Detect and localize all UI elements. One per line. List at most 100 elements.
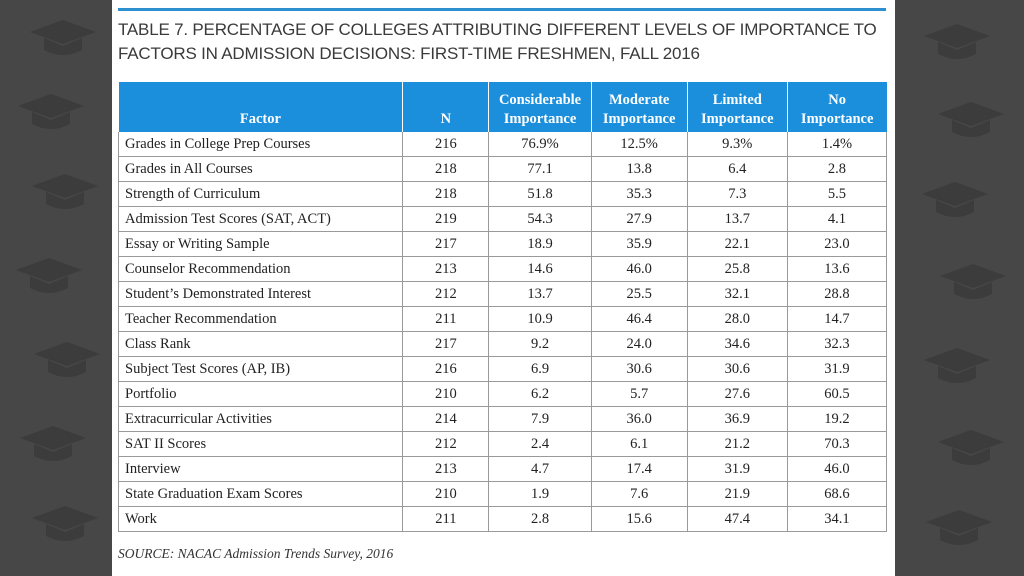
table-row: Class Rank 217 9.2 24.0 34.6 32.3	[117, 331, 888, 357]
table-row: Interview 213 4.7 17.4 31.9 46.0	[117, 456, 888, 482]
factor-cell: Interview	[117, 456, 404, 482]
no-importance-cell: 1.4%	[786, 132, 888, 157]
limited-cell: 7.3	[686, 181, 788, 207]
considerable-cell: 14.6	[488, 256, 592, 282]
considerable-cell: 76.9%	[488, 132, 592, 157]
limited-cell: 9.3%	[686, 132, 788, 157]
limited-cell: 28.0	[686, 306, 788, 332]
table-row: Teacher Recommendation 211 10.9 46.4 28.0 14.…	[117, 306, 888, 332]
factor-cell: Grades in College Prep Courses	[117, 132, 404, 157]
graduation-cap-icon	[30, 172, 100, 212]
table-row: Work 211 2.8 15.6 47.4 34.1	[117, 506, 888, 532]
no-importance-cell: 28.8	[786, 281, 888, 307]
moderate-cell: 12.5%	[590, 132, 688, 157]
limited-cell: 32.1	[686, 281, 788, 307]
table-row: SAT II Scores 212 2.4 6.1 21.2 70.3	[117, 431, 888, 457]
header-moderate: Moderate Importance	[590, 82, 688, 132]
graduation-cap-icon	[924, 508, 994, 548]
graduation-cap-icon	[30, 504, 100, 544]
title-rule	[118, 8, 886, 11]
limited-cell: 31.9	[686, 456, 788, 482]
no-importance-cell: 14.7	[786, 306, 888, 332]
graduation-cap-icon	[28, 18, 98, 58]
limited-cell: 47.4	[686, 506, 788, 532]
considerable-cell: 6.9	[488, 356, 592, 382]
factor-cell: SAT II Scores	[117, 431, 404, 457]
factor-cell: Subject Test Scores (AP, IB)	[117, 356, 404, 382]
graduation-cap-icon	[936, 100, 1006, 140]
factor-cell: Teacher Recommendation	[117, 306, 404, 332]
table-row: Grades in All Courses 218 77.1 13.8 6.4 2.8	[117, 156, 888, 182]
header-limited: Limited Importance	[686, 82, 788, 132]
limited-cell: 22.1	[686, 231, 788, 257]
moderate-cell: 35.9	[590, 231, 688, 257]
factor-cell: Extracurricular Activities	[117, 406, 404, 432]
considerable-cell: 4.7	[488, 456, 592, 482]
n-cell: 217	[402, 331, 490, 357]
no-importance-cell: 19.2	[786, 406, 888, 432]
moderate-cell: 36.0	[590, 406, 688, 432]
n-cell: 213	[402, 256, 490, 282]
n-cell: 211	[402, 506, 490, 532]
moderate-cell: 17.4	[590, 456, 688, 482]
no-importance-cell: 46.0	[786, 456, 888, 482]
n-cell: 216	[402, 132, 490, 157]
no-importance-cell: 13.6	[786, 256, 888, 282]
factor-cell: Grades in All Courses	[117, 156, 404, 182]
table-row: Admission Test Scores (SAT, ACT) 219 54.3 2…	[117, 206, 888, 232]
n-cell: 210	[402, 381, 490, 407]
n-cell: 217	[402, 231, 490, 257]
graduation-cap-icon	[32, 340, 102, 380]
table-row: State Graduation Exam Scores 210 1.9 7.6 21.…	[117, 481, 888, 507]
considerable-cell: 7.9	[488, 406, 592, 432]
no-importance-cell: 5.5	[786, 181, 888, 207]
no-importance-cell: 23.0	[786, 231, 888, 257]
considerable-cell: 18.9	[488, 231, 592, 257]
n-cell: 210	[402, 481, 490, 507]
limited-cell: 27.6	[686, 381, 788, 407]
factor-cell: Student’s Demonstrated Interest	[117, 281, 404, 307]
table-row: Essay or Writing Sample 217 18.9 35.9 22.1 23…	[117, 231, 888, 257]
n-cell: 214	[402, 406, 490, 432]
moderate-cell: 30.6	[590, 356, 688, 382]
considerable-cell: 6.2	[488, 381, 592, 407]
limited-cell: 21.2	[686, 431, 788, 457]
graduation-cap-icon	[922, 22, 992, 62]
no-importance-cell: 70.3	[786, 431, 888, 457]
no-importance-cell: 60.5	[786, 381, 888, 407]
table-row: Student’s Demonstrated Interest 212 13.7 25…	[117, 281, 888, 307]
factor-cell: Admission Test Scores (SAT, ACT)	[117, 206, 404, 232]
limited-cell: 30.6	[686, 356, 788, 382]
considerable-cell: 10.9	[488, 306, 592, 332]
moderate-cell: 46.0	[590, 256, 688, 282]
table-row: Extracurricular Activities 214 7.9 36.0 36.9…	[117, 406, 888, 432]
considerable-cell: 9.2	[488, 331, 592, 357]
n-cell: 219	[402, 206, 490, 232]
considerable-cell: 77.1	[488, 156, 592, 182]
no-importance-cell: 68.6	[786, 481, 888, 507]
factor-cell: Portfolio	[117, 381, 404, 407]
header-considerable: Considerable Importance	[488, 82, 592, 132]
n-cell: 216	[402, 356, 490, 382]
moderate-cell: 7.6	[590, 481, 688, 507]
moderate-cell: 35.3	[590, 181, 688, 207]
considerable-cell: 2.8	[488, 506, 592, 532]
factor-cell: Essay or Writing Sample	[117, 231, 404, 257]
n-cell: 213	[402, 456, 490, 482]
no-importance-cell: 4.1	[786, 206, 888, 232]
admission-factors-table: Factor N Considerable Importance Moderate…	[117, 82, 888, 532]
moderate-cell: 15.6	[590, 506, 688, 532]
n-cell: 211	[402, 306, 490, 332]
factor-cell: Counselor Recommendation	[117, 256, 404, 282]
considerable-cell: 13.7	[488, 281, 592, 307]
source-note: SOURCE: NACAC Admission Trends Survey, 2…	[118, 546, 394, 561]
factor-cell: Strength of Curriculum	[117, 181, 404, 207]
graduation-cap-icon	[16, 92, 86, 132]
limited-cell: 6.4	[686, 156, 788, 182]
considerable-cell: 54.3	[488, 206, 592, 232]
factor-cell: Work	[117, 506, 404, 532]
table-card: TABLE 7. PERCENTAGE OF COLLEGES ATTRIBUT…	[112, 0, 895, 576]
no-importance-cell: 32.3	[786, 331, 888, 357]
factor-cell: Class Rank	[117, 331, 404, 357]
n-cell: 218	[402, 181, 490, 207]
